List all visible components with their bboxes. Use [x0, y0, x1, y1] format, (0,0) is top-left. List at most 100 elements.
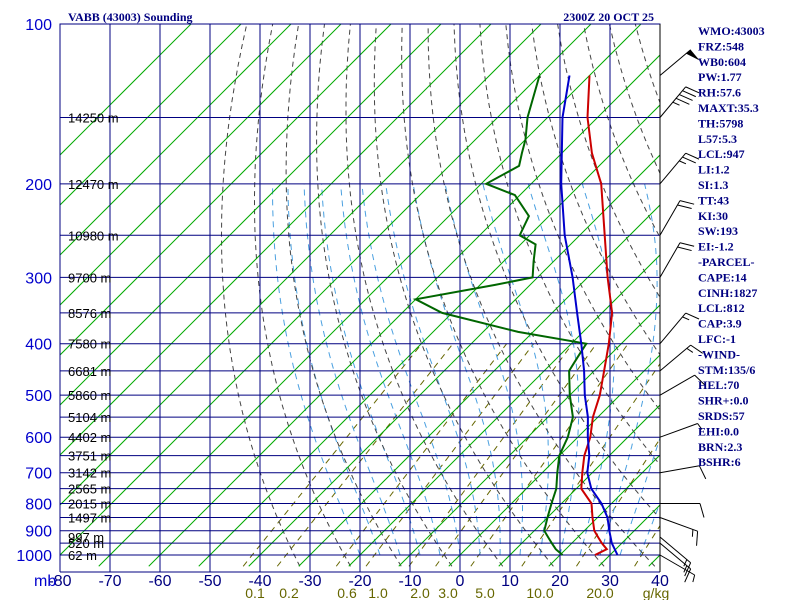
pressure-tick-label: 100 — [25, 17, 52, 34]
height-label: 10980 m — [68, 228, 119, 243]
index-value: EI:-1.2 — [698, 240, 734, 254]
isotherm — [548, 454, 660, 567]
pressure-tick-label: 1000 — [16, 548, 52, 565]
index-value: LCL:947 — [698, 147, 745, 161]
wind-barb — [659, 312, 687, 345]
temp-tick-label: -60 — [148, 573, 171, 590]
pressure-tick-label: 300 — [25, 270, 52, 287]
mixing-ratio-line — [365, 343, 535, 567]
wind-barb-feather — [677, 204, 692, 210]
isotherm — [498, 404, 660, 567]
wind-barb-feather — [690, 344, 703, 354]
chart-datetime: 2300Z 20 OCT 25 — [563, 10, 654, 24]
isotherm — [248, 154, 660, 567]
wind-barb-half-feather — [697, 423, 703, 430]
temp-tick-label: 40 — [651, 573, 669, 590]
mixing-ratio-line — [435, 343, 597, 567]
mixing-ratio-label: 3.0 — [438, 585, 458, 600]
index-value: KI:30 — [698, 209, 728, 223]
index-value: BSHR:6 — [698, 455, 741, 469]
mixing-ratio-label: 1.0 — [368, 585, 388, 600]
temp-tick-label: 30 — [601, 573, 619, 590]
height-label: 3751 m — [68, 449, 111, 464]
wind-barb-feather — [679, 200, 695, 205]
index-value: CAP:3.9 — [698, 317, 742, 331]
isotherm — [298, 204, 660, 567]
dry-adiabat — [316, 24, 453, 567]
index-value: TT:43 — [698, 193, 729, 207]
grid — [59, 23, 661, 573]
mixing-ratio-line — [470, 343, 629, 567]
dry-adiabat — [427, 24, 656, 567]
wind-barb-half-feather — [672, 101, 680, 106]
sounding-series — [412, 75, 619, 556]
mixing-ratio-label: 0.1 — [245, 585, 265, 600]
index-value: STM:135/6 — [698, 363, 755, 377]
wind-barb-half-feather — [679, 160, 687, 165]
wind-barb-feather — [679, 242, 695, 247]
index-value: LCL:812 — [698, 301, 745, 315]
dry-adiabat — [285, 24, 402, 567]
pressure-tick-label: 900 — [25, 524, 52, 541]
moist-adiabat — [639, 501, 660, 556]
index-value: SW:193 — [698, 224, 738, 238]
height-label: 2565 m — [68, 482, 111, 497]
wind-barb-half-feather — [692, 574, 696, 583]
height-label: 2015 m — [68, 497, 111, 512]
wind-barb-half-feather — [683, 565, 688, 573]
wind-barb — [659, 374, 695, 396]
dewpoint-line — [412, 75, 588, 556]
wind-barb-feather — [684, 568, 692, 583]
temp-tick-label: 20 — [551, 573, 569, 590]
wind-barb-half-feather — [686, 347, 694, 353]
mixing-ratio-line — [576, 437, 660, 567]
height-label: 62 m — [68, 548, 97, 563]
pressure-tick-label: 700 — [25, 466, 52, 483]
height-label: 9700 m — [68, 270, 111, 285]
pressure-unit-label: mb — [34, 573, 56, 590]
wind-barb-feather — [694, 374, 706, 386]
index-value: SRDS:57 — [698, 409, 745, 423]
wind-barb-half-feather — [682, 316, 690, 321]
index-value: SHR+:0.0 — [698, 394, 749, 408]
isotherm — [448, 354, 660, 567]
mixing-ratio-line — [521, 362, 660, 567]
mixing-ratio-line — [276, 343, 454, 567]
index-value: CAPE:14 — [698, 270, 747, 284]
temp-tick-label: 0 — [456, 573, 465, 590]
height-label: 3142 m — [68, 466, 111, 481]
index-value: BRN:2.3 — [698, 440, 742, 454]
wind-barb-half-feather — [691, 529, 694, 537]
mixing-ratio-label: 2.0 — [410, 585, 430, 600]
temp-tick-label: -70 — [98, 573, 121, 590]
wind-barb — [659, 465, 700, 474]
index-value: L57:5.3 — [698, 132, 737, 146]
wind-barb — [659, 86, 687, 118]
moist-adiabat — [444, 183, 524, 556]
index-value: -PARCEL- — [698, 255, 754, 269]
wind-barb-feather — [682, 156, 696, 164]
index-value: SI:1.3 — [698, 178, 728, 192]
moist-adiabat — [619, 436, 660, 556]
isotherm — [398, 304, 660, 567]
wind-barb — [659, 517, 698, 532]
height-label: 5104 m — [68, 410, 111, 425]
temp-tick-label: -10 — [398, 573, 421, 590]
pressure-tick-label: 600 — [25, 430, 52, 447]
index-value: CINH:1827 — [698, 286, 757, 300]
mixing-ratio-label: 0.2 — [279, 585, 299, 600]
pressure-tick-label: 200 — [25, 177, 52, 194]
height-label: 520 m — [68, 536, 104, 551]
parcel-line — [560, 75, 619, 556]
dry-adiabat — [345, 24, 504, 567]
dry-adiabat — [479, 24, 660, 466]
wind-barbs — [659, 24, 707, 583]
temp-tick-label: -50 — [198, 573, 221, 590]
wind-barb-feather — [682, 90, 696, 98]
temp-tick-label: -30 — [298, 573, 321, 590]
height-label: 8576 m — [68, 306, 111, 321]
wind-barb-feather — [679, 94, 693, 101]
mixing-ratio-label: g/kg — [643, 585, 669, 600]
mixing-ratio-line — [335, 343, 508, 567]
